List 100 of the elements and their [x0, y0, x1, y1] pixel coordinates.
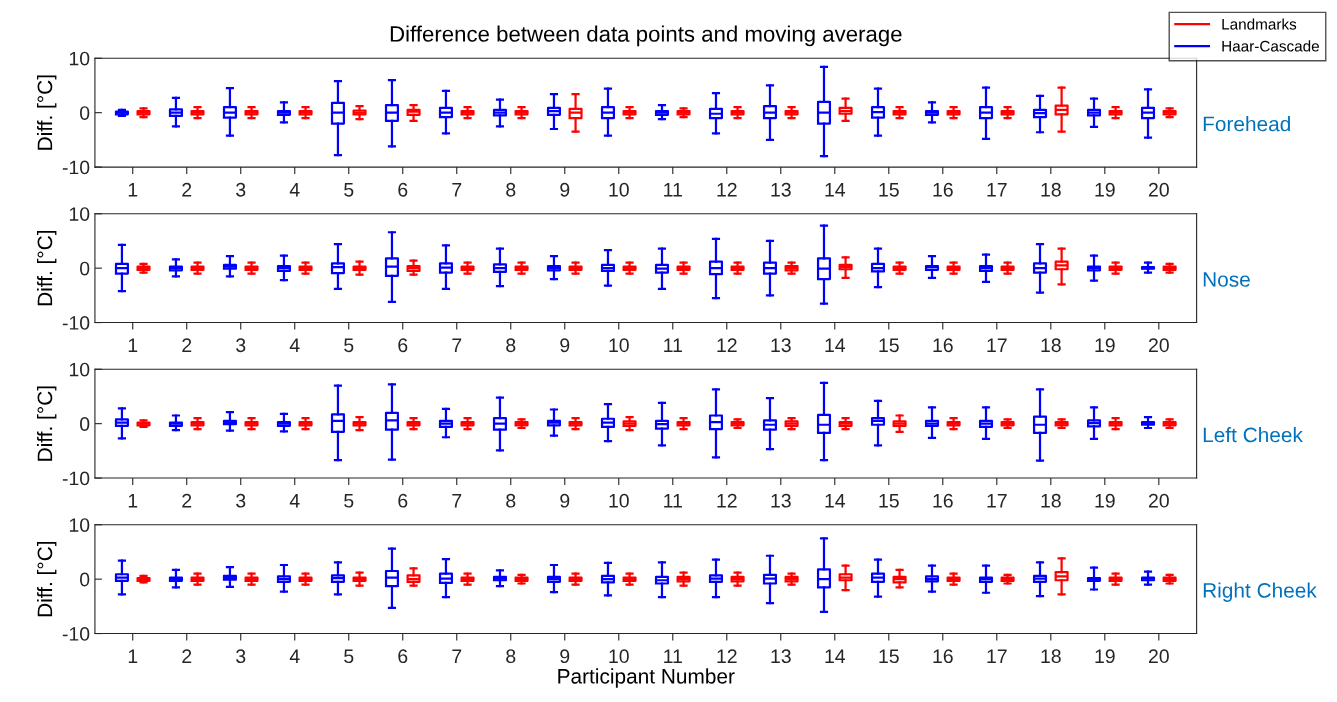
- x-tick-label: 16: [933, 338, 953, 353]
- x-axis-title: Participant Number: [558, 668, 735, 688]
- x-tick-label: 19: [1095, 338, 1115, 353]
- y-tick-label: 0: [80, 417, 90, 431]
- x-tick-label: 19: [1095, 182, 1115, 197]
- x-tick-label: 6: [398, 182, 408, 197]
- x-tick-label: 4: [289, 183, 300, 197]
- x-tick-label: 1: [128, 338, 138, 352]
- x-tick-label: 1: [128, 183, 138, 197]
- x-tick-label: 11: [664, 649, 682, 663]
- y-tick-label: 10: [69, 362, 90, 377]
- legend-label: Landmarks: [1222, 18, 1297, 30]
- x-tick-label: 2: [182, 649, 192, 663]
- x-tick-label: 14: [825, 338, 846, 352]
- x-tick-label: 15: [879, 494, 899, 508]
- x-tick-label: 11: [664, 183, 682, 197]
- y-tick-label: 10: [69, 207, 90, 221]
- x-tick-label: 15: [879, 649, 899, 664]
- x-tick-label: 14: [825, 649, 846, 663]
- x-tick-label: 18: [1041, 338, 1061, 353]
- y-tick-label: 0: [80, 261, 90, 276]
- x-tick-label: 6: [398, 649, 408, 664]
- x-tick-label: 14: [825, 494, 846, 508]
- x-tick-label: 6: [398, 338, 408, 353]
- y-axis-title: Diff. [°C]: [36, 230, 57, 306]
- x-tick-label: 12: [717, 338, 737, 352]
- x-tick-label: 20: [1148, 649, 1169, 664]
- x-tick-label: 20: [1148, 493, 1169, 508]
- x-tick-label: 9: [560, 649, 570, 664]
- x-tick-label: 13: [771, 338, 791, 353]
- x-tick-label: 13: [771, 182, 791, 197]
- x-tick-label: 10: [609, 493, 629, 508]
- x-tick-label: 20: [1148, 182, 1169, 197]
- x-tick-label: 7: [452, 649, 462, 663]
- x-tick-label: 4: [289, 338, 300, 352]
- y-tick-label: 10: [69, 51, 90, 66]
- x-tick-label: 7: [452, 338, 462, 352]
- legend-label: Haar-Cascade: [1222, 40, 1319, 52]
- y-axis-title: Diff. [°C]: [36, 75, 57, 150]
- x-tick-label: 3: [236, 493, 246, 508]
- y-tick-label: -10: [62, 627, 90, 641]
- x-tick-label: 2: [182, 182, 192, 197]
- x-tick-label: 5: [344, 183, 354, 197]
- text: Left Cheek: [1203, 427, 1303, 443]
- y-tick-label: -10: [62, 316, 90, 330]
- x-tick-label: 19: [1095, 649, 1115, 664]
- x-tick-label: 9: [560, 338, 570, 353]
- x-tick-label: 8: [506, 182, 516, 197]
- x-tick-label: 20: [1148, 338, 1169, 353]
- y-tick-label: -10: [62, 471, 90, 486]
- x-tick-label: 3: [236, 182, 246, 197]
- x-tick-label: 12: [717, 182, 737, 197]
- x-tick-label: 13: [771, 493, 791, 508]
- x-tick-label: 10: [609, 649, 629, 664]
- x-tick-label: 17: [987, 183, 1007, 197]
- chart-title: Difference between data points and moving average: [390, 25, 902, 47]
- x-tick-label: 5: [344, 649, 354, 664]
- y-tick-label: 0: [80, 106, 90, 120]
- x-tick-label: 10: [609, 338, 629, 353]
- x-tick-label: 1: [128, 494, 138, 508]
- x-tick-label: 16: [933, 493, 953, 508]
- text: Nose: [1203, 272, 1250, 287]
- x-tick-label: 4: [289, 649, 300, 663]
- text: Forehead: [1203, 116, 1290, 132]
- x-tick-label: 16: [933, 649, 953, 664]
- y-axis-title: Diff. [°C]: [36, 386, 57, 461]
- x-tick-label: 8: [506, 493, 516, 508]
- x-tick-label: 12: [717, 649, 737, 663]
- y-tick-label: 0: [80, 572, 90, 587]
- x-tick-label: 2: [182, 338, 192, 352]
- x-tick-label: 7: [452, 494, 462, 508]
- x-tick-label: 17: [987, 338, 1007, 352]
- x-tick-label: 4: [289, 494, 300, 508]
- x-tick-label: 10: [609, 182, 629, 197]
- x-tick-label: 17: [987, 649, 1007, 663]
- x-tick-label: 15: [879, 183, 899, 197]
- x-tick-label: 3: [236, 649, 246, 664]
- x-tick-label: 17: [987, 494, 1007, 508]
- x-tick-label: 18: [1041, 493, 1061, 508]
- text: Right Cheek: [1203, 582, 1317, 602]
- y-axis-title: Diff. [°C]: [36, 541, 57, 617]
- x-tick-label: 19: [1095, 493, 1115, 508]
- y-tick-label: -10: [62, 160, 90, 175]
- y-tick-label: 10: [69, 518, 90, 532]
- x-tick-label: 3: [236, 338, 246, 353]
- x-tick-label: 18: [1041, 649, 1061, 664]
- x-tick-label: 15: [879, 338, 899, 353]
- x-tick-label: 18: [1041, 182, 1061, 197]
- x-tick-label: 9: [560, 493, 570, 508]
- x-tick-label: 1: [128, 649, 138, 663]
- x-tick-label: 8: [506, 649, 516, 664]
- x-tick-label: 6: [398, 493, 408, 508]
- x-tick-label: 13: [771, 649, 791, 664]
- x-tick-label: 5: [344, 494, 354, 508]
- x-tick-label: 14: [825, 183, 846, 197]
- x-tick-label: 16: [933, 182, 953, 197]
- x-tick-label: 2: [182, 493, 192, 508]
- x-tick-label: 12: [717, 493, 737, 508]
- x-tick-label: 9: [560, 182, 570, 197]
- x-tick-label: 11: [664, 338, 682, 352]
